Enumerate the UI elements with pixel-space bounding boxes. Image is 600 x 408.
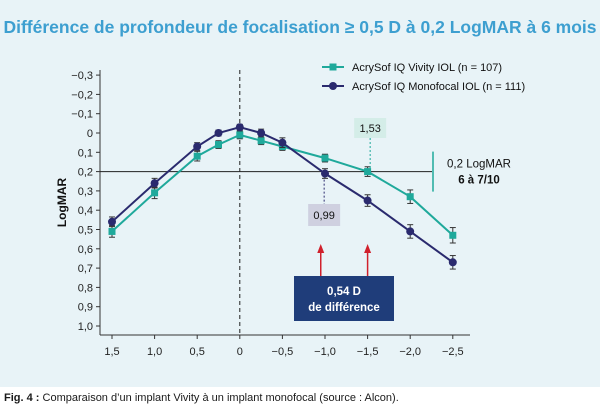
- data-point: [321, 169, 329, 178]
- y-tick-label: 0,9: [78, 302, 93, 314]
- data-point: [150, 179, 159, 188]
- y-tick-label: 0,8: [78, 282, 93, 294]
- x-tick-label: 1,5: [104, 346, 119, 358]
- y-axis-label: LogMAR: [55, 178, 69, 228]
- y-tick-label: 0,5: [78, 225, 93, 237]
- x-tick-label: 0,5: [190, 346, 205, 358]
- y-tick-label: −0,3: [71, 70, 93, 82]
- data-point: [151, 189, 159, 197]
- data-point: [449, 231, 457, 239]
- caption-text: Comparaison d’un implant Vivity à un imp…: [39, 392, 399, 404]
- data-point: [406, 227, 415, 236]
- data-point: [214, 129, 223, 137]
- x-tick-label: −1,0: [314, 346, 336, 358]
- vivity-value-box: [354, 118, 387, 138]
- line-chart: −0,3 −0,2 −0,1 0 0,1 0,2 0,3 0,4 0,5 0,6 0,7 0,8 0,9…: [55, 62, 525, 358]
- data-point: [215, 141, 222, 149]
- legend-marker: [329, 82, 337, 90]
- data-point: [278, 138, 287, 147]
- x-tick-label: 1,0: [147, 346, 162, 358]
- threshold-label: 0,2 LogMAR: [447, 159, 511, 171]
- data-point: [235, 123, 244, 132]
- x-tick-label: −0,5: [272, 346, 294, 358]
- y-tick-label: 0,2: [78, 167, 93, 179]
- data-point: [257, 137, 265, 145]
- y-tick-label: 0,3: [78, 186, 93, 198]
- difference-sublabel: de différence: [308, 302, 380, 314]
- x-tick-label: 0: [237, 346, 243, 358]
- legend-marker: [329, 63, 337, 71]
- difference-arrowhead: [364, 244, 372, 253]
- figure-caption: Fig. 4 : Comparaison d’un implant Vivity…: [4, 392, 399, 404]
- data-point: [448, 258, 457, 267]
- threshold-sublabel: 6 à 7/10: [458, 175, 500, 187]
- y-tick-label: −0,1: [71, 109, 93, 121]
- difference-arrowhead: [317, 244, 325, 253]
- data-point: [108, 227, 116, 235]
- x-tick-label: −2,5: [442, 346, 464, 358]
- data-point: [236, 131, 244, 139]
- data-point: [364, 168, 372, 176]
- vivity-value-label: 1,53: [359, 123, 380, 135]
- y-tick-label: 0: [87, 128, 93, 140]
- y-tick-label: 1,0: [78, 321, 93, 333]
- x-tick-label: −2,0: [399, 346, 421, 358]
- legend-label: AcrySof IQ Monofocal IOL (n = 111): [352, 81, 525, 93]
- y-tick-label: 0,7: [78, 263, 93, 275]
- caption-prefix: Fig. 4 :: [4, 392, 40, 404]
- data-point: [193, 152, 201, 160]
- data-point: [363, 196, 372, 205]
- data-point: [321, 154, 329, 162]
- difference-box: [294, 276, 394, 321]
- y-tick-label: −0,2: [71, 89, 93, 101]
- monofocal-value-label: 0,99: [313, 210, 334, 222]
- data-point: [193, 142, 202, 151]
- y-tick-label: 0,1: [78, 147, 93, 159]
- x-tick-label: −1,5: [357, 346, 379, 358]
- monofocal-value-box: [308, 204, 341, 226]
- data-point: [406, 193, 414, 201]
- chart-title: Différence de profondeur de focalisation…: [3, 17, 597, 37]
- y-tick-label: 0,6: [78, 244, 93, 256]
- difference-label: 0,54 D: [327, 286, 361, 298]
- y-tick-label: 0,4: [78, 205, 93, 217]
- data-point: [108, 217, 116, 226]
- legend-label: AcrySof IQ Vivity IOL (n = 107): [352, 62, 502, 74]
- data-point: [257, 129, 266, 137]
